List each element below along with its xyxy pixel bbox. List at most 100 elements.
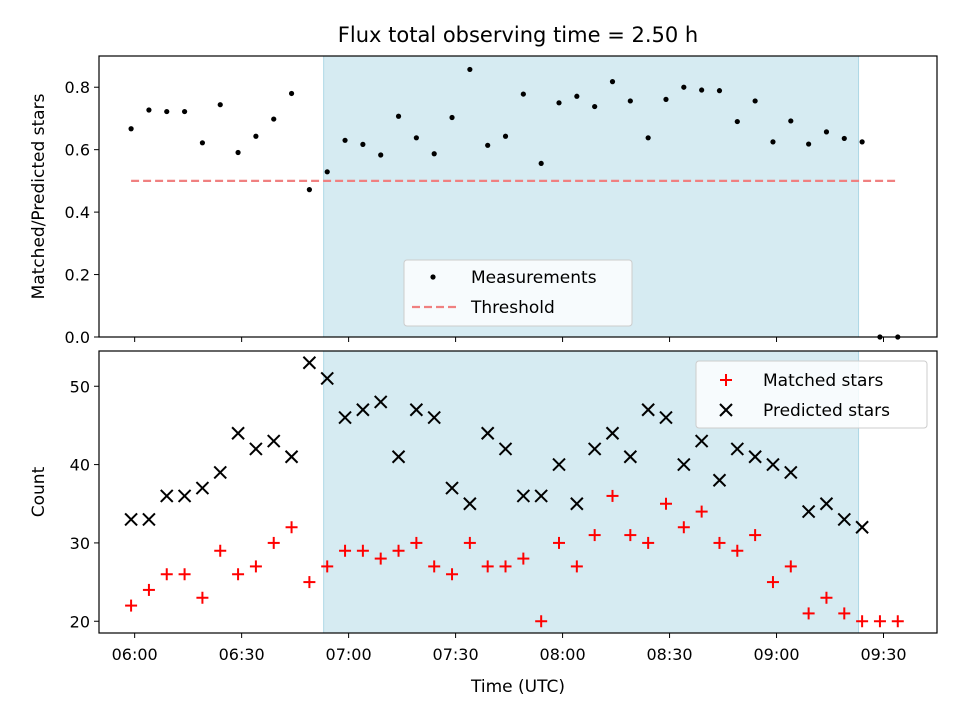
y-tick-label: 30 <box>70 534 90 553</box>
predicted-star-point <box>837 512 851 527</box>
measurement-point <box>378 152 384 158</box>
matched-star-point <box>285 521 298 534</box>
predicted-star-point <box>320 371 334 386</box>
measurement-point <box>271 116 277 122</box>
predicted-star-point <box>748 450 762 464</box>
measurement-point <box>716 88 723 94</box>
measurement-point <box>663 96 669 102</box>
predicted-star-point <box>659 410 673 425</box>
matched-star-point <box>249 560 262 573</box>
predicted-star-point <box>498 442 513 456</box>
matched-star-point <box>125 599 138 612</box>
measurement-point <box>342 137 348 143</box>
matched-star-point <box>749 529 762 542</box>
measurement-point <box>146 107 152 113</box>
matched-star-point <box>463 536 476 549</box>
predicted-star-point <box>480 426 495 440</box>
predicted-star-point <box>801 504 816 519</box>
measurement-point <box>556 100 562 106</box>
matched-star-point <box>410 536 423 549</box>
measurement-point <box>734 118 740 125</box>
measurement-point <box>199 140 206 146</box>
matched-star-point <box>499 560 512 573</box>
matched-star-point <box>142 583 155 596</box>
matched-star-point <box>356 544 369 557</box>
predicted-star-point <box>445 481 459 495</box>
matched-star-point <box>677 521 690 534</box>
matched-star-point <box>856 615 869 628</box>
matched-star-point <box>267 536 280 549</box>
y-tick-label: 50 <box>70 377 90 396</box>
predicted-star-point <box>302 356 317 370</box>
predicted-star-point <box>534 489 548 503</box>
measurement-point <box>592 103 598 110</box>
top-y-axis-label: Matched/Predicted stars <box>29 93 49 299</box>
x-axis-label: Time (UTC) <box>470 677 565 697</box>
y-tick-label: 0.8 <box>65 78 90 97</box>
matched-star-point <box>873 615 886 628</box>
predicted-star-point <box>427 410 441 425</box>
predicted-star-point <box>677 457 691 472</box>
matched-star-point <box>570 560 583 573</box>
predicted-star-point <box>213 465 227 480</box>
measurement-point <box>681 84 687 90</box>
measurement-point <box>217 102 223 108</box>
matched-star-point <box>446 568 459 581</box>
predicted-star-point <box>766 457 780 472</box>
matched-star-point <box>178 568 191 581</box>
measurement-point <box>770 139 776 145</box>
ratio-panel: 0.0 0.2 0.4 0.6 0.8 Flux total observing tim… <box>29 23 938 347</box>
x-tick-label: 07:00 <box>326 645 372 664</box>
predicted-star-point <box>231 426 245 440</box>
measurement-point <box>609 79 616 85</box>
matched-star-point <box>428 560 441 573</box>
legend-matched-marker <box>720 374 732 386</box>
matched-star-point <box>606 489 619 502</box>
matched-star-point <box>214 544 227 557</box>
measurement-point <box>841 135 847 142</box>
measurement-point <box>485 142 491 148</box>
predicted-star-point <box>160 489 174 503</box>
matched-star-point <box>731 544 744 557</box>
matched-star-point <box>820 591 833 604</box>
matched-star-point <box>588 529 601 542</box>
matched-star-point <box>802 607 815 620</box>
bottom-legend: Matched stars Predicted stars <box>695 360 928 429</box>
matched-star-point <box>838 607 851 620</box>
predicted-star-point <box>587 442 602 456</box>
y-tick-label: 0.2 <box>65 266 90 285</box>
predicted-star-point <box>338 410 352 425</box>
matched-star-point <box>891 615 904 628</box>
predicted-star-point <box>516 489 531 503</box>
x-tick-label: 06:30 <box>219 645 265 664</box>
predicted-star-point <box>570 497 584 511</box>
measurement-point <box>502 133 509 139</box>
predicted-star-point <box>356 403 370 417</box>
predicted-star-point <box>552 457 566 472</box>
bottom-legend-box <box>695 360 928 429</box>
measurement-point <box>823 129 830 135</box>
measurement-point <box>627 98 633 104</box>
measurement-point <box>467 66 473 73</box>
top-y-ticks: 0.0 0.2 0.4 0.6 0.8 <box>65 78 99 347</box>
predicted-star-point <box>142 512 156 527</box>
matched-star-point <box>374 552 387 565</box>
measurement-point <box>395 113 402 119</box>
predicted-star-point <box>177 489 192 503</box>
matched-star-point <box>232 568 245 581</box>
x-tick-label: 08:30 <box>646 645 692 664</box>
measurement-point <box>288 90 295 97</box>
measurement-point <box>699 87 705 93</box>
measurement-point <box>306 187 312 193</box>
measurement-point <box>788 118 794 124</box>
x-tick-label: 09:30 <box>860 645 906 664</box>
matched-star-point <box>339 544 352 557</box>
measurement-point <box>253 133 259 139</box>
matched-star-point <box>553 536 566 549</box>
legend-predicted-label: Predicted stars <box>763 401 890 421</box>
measurement-point <box>413 135 419 141</box>
matched-star-point <box>695 505 708 518</box>
predicted-star-point <box>124 512 138 527</box>
top-axes-frame <box>98 55 938 338</box>
